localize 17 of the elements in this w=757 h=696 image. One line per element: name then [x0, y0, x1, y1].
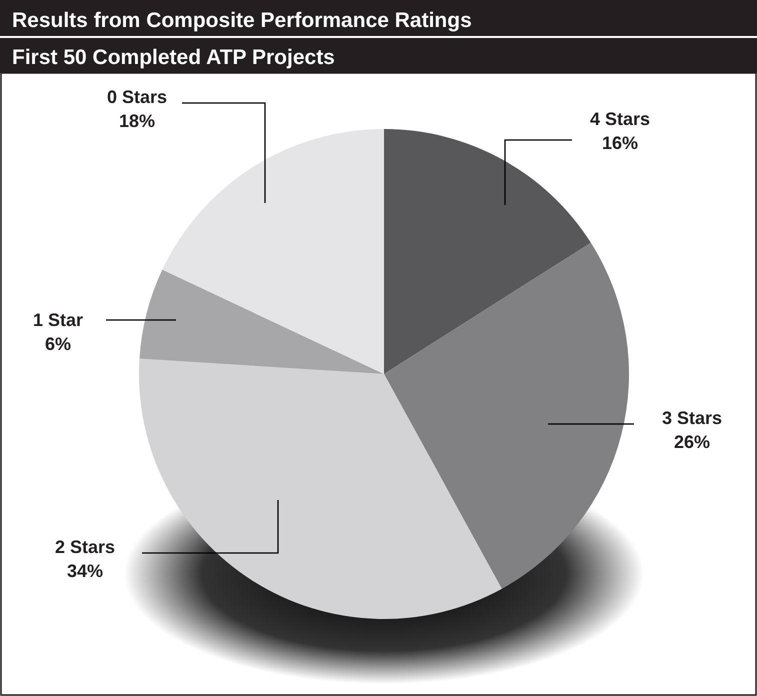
pie-slice	[139, 270, 384, 374]
slice-label: 2 Stars	[54, 537, 116, 557]
data-label: 16%	[602, 133, 638, 153]
data-label: 34%	[66, 561, 104, 581]
pie-slice	[384, 129, 591, 374]
slice-label: 3 Stars	[662, 408, 722, 428]
slice-label: 4 Stars	[590, 109, 650, 129]
slice-label: 0 Stars	[106, 87, 168, 107]
pie-slice	[139, 358, 502, 619]
data-label: 26%	[674, 432, 710, 452]
chart-subtitle: First 50 Completed ATP Projects	[12, 46, 335, 69]
slice-label: 1 Star	[32, 310, 84, 330]
data-label: 18%	[118, 111, 156, 131]
chart-title: Results from Composite Performance Ratings	[12, 9, 472, 32]
pie-slice	[384, 242, 629, 589]
data-label: 6%	[44, 334, 72, 354]
pie-slice	[162, 129, 384, 374]
